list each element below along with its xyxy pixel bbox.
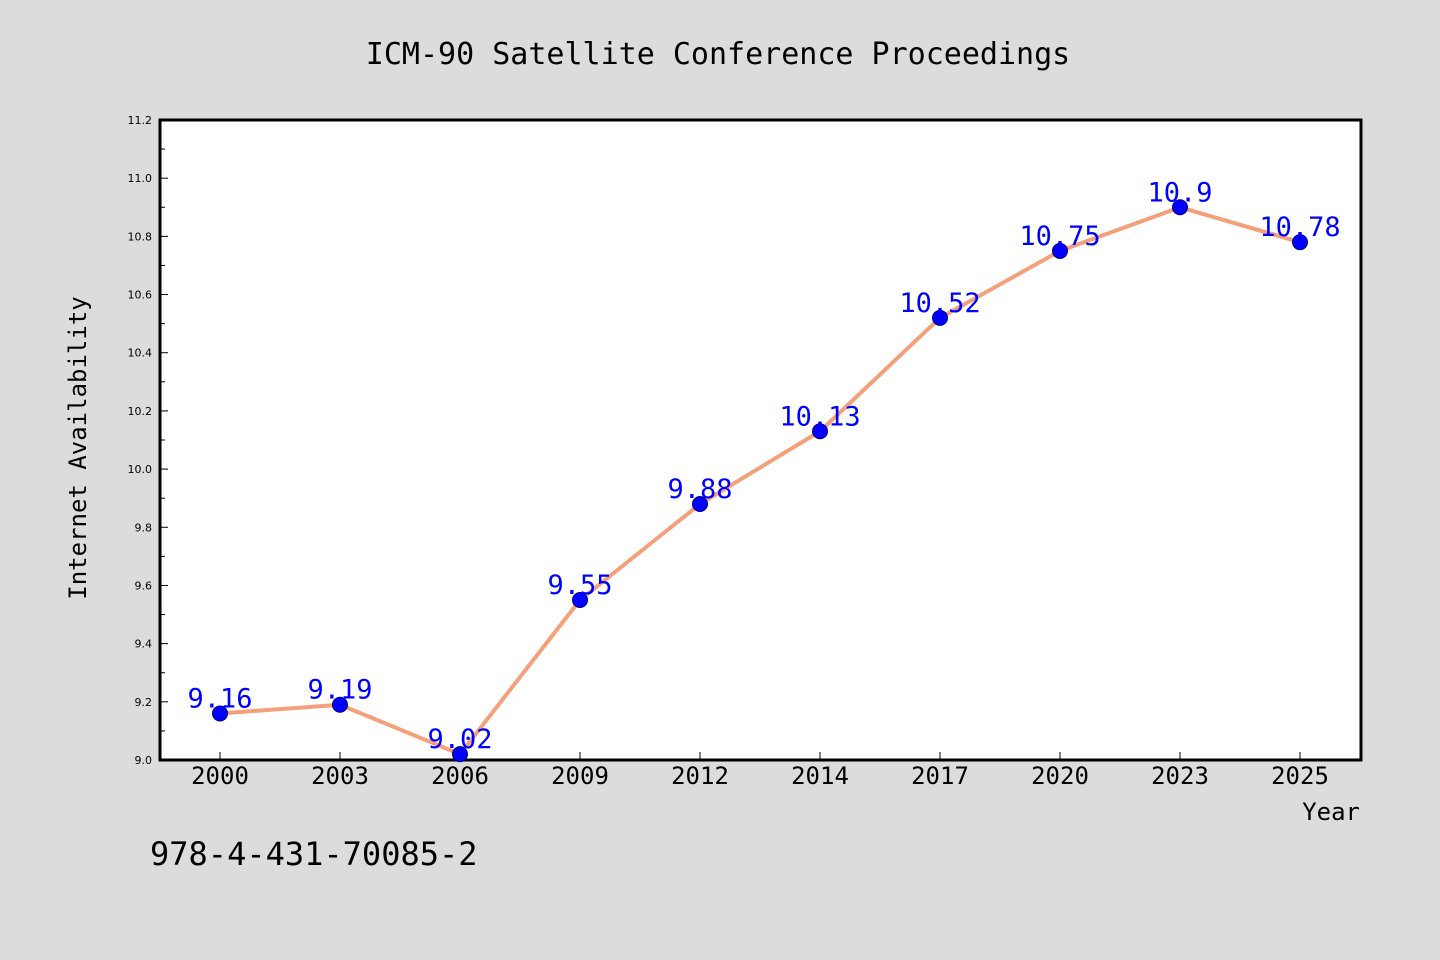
data-point: [452, 746, 468, 763]
x-tick-label: 2012: [671, 762, 729, 790]
y-tick-label: 10.8: [128, 230, 153, 243]
x-tick-label: 2014: [791, 762, 849, 790]
y-tick-label: 10.0: [128, 463, 153, 476]
data-point: [932, 309, 948, 326]
x-tick-label: 2020: [1031, 762, 1089, 790]
data-label: 10.75: [1019, 221, 1100, 252]
y-axis: 9.0 9.2 9.4 9.6 9.8 10.0 10.2 10.4 10.6 10.8 11.0 1…: [128, 114, 168, 767]
y-tick-label: 10.2: [128, 405, 153, 418]
data-label: 9.55: [547, 570, 612, 601]
data-label: 10.9: [1147, 177, 1212, 208]
y-tick-label: 10.4: [128, 347, 153, 360]
data-point: [812, 423, 828, 440]
data-label: 9.88: [667, 474, 732, 505]
x-axis: 2000 2003 2006 2009 2012 2014 2017 2020 2023 2025: [191, 752, 1329, 790]
y-tick-label: 9.6: [135, 579, 153, 592]
x-tick-label: 2003: [311, 762, 369, 790]
data-point: [1052, 242, 1068, 259]
data-label: 10.13: [779, 401, 860, 432]
x-tick-label: 2023: [1151, 762, 1209, 790]
x-tick-label: 2006: [431, 762, 489, 790]
y-tick-label: 9.4: [135, 638, 153, 651]
x-tick-label: 2000: [191, 762, 249, 790]
data-point: [212, 705, 228, 722]
y-tick-label: 9.8: [135, 521, 153, 534]
footer-code: 978-4-431-70085-2: [150, 835, 478, 873]
data-point: [1172, 199, 1188, 216]
data-label: 9.16: [187, 683, 252, 714]
data-point: [572, 592, 588, 608]
x-tick-label: 2017: [911, 762, 969, 790]
series-line: [218, 205, 1302, 757]
x-axis-label: Year: [1302, 798, 1360, 826]
data-label: 9.19: [307, 675, 372, 706]
x-tick-label: 2009: [551, 762, 609, 790]
data-label: 10.78: [1259, 212, 1340, 243]
data-label: 10.52: [899, 288, 980, 319]
y-axis-label: Internet Availability: [64, 296, 92, 599]
x-tick-label: 2025: [1271, 762, 1329, 790]
y-tick-label: 10.6: [128, 289, 153, 302]
y-tick-label: 11.2: [128, 114, 153, 127]
y-tick-label: 11.0: [128, 172, 153, 185]
data-point: [692, 496, 708, 512]
chart-title: ICM-90 Satellite Conference Proceedings: [366, 37, 1070, 72]
data-point: [332, 696, 348, 713]
y-tick-label: 9.0: [135, 754, 153, 767]
y-tick-label: 9.2: [135, 696, 153, 709]
data-label: 9.02: [427, 724, 492, 755]
series: 9.16 9.19 9.02 9.55 9.88 10.13 10.52 10.75 10.9 1…: [187, 177, 1341, 763]
data-point: [1292, 234, 1308, 251]
plot-area: [158, 118, 1363, 762]
